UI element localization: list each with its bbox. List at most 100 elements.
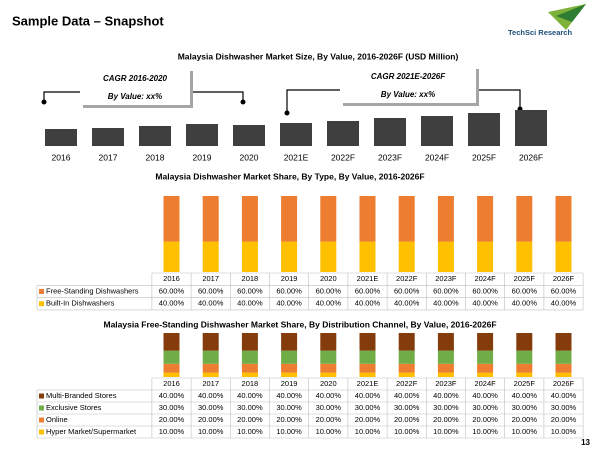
annotation: By Value: xx% [108,92,162,101]
bar-segment [163,241,180,272]
bar [327,121,359,146]
bar-segment [555,363,572,373]
bar-segment [555,241,572,272]
table-cell: 30.00% [512,403,538,412]
table-cell: 40.00% [512,391,538,400]
chart-title: Malaysia Free-Standing Dishwasher Market… [103,319,496,329]
bar-segment [555,372,572,377]
bar [374,118,406,146]
chart-title: Malaysia Dishwasher Market Share, By Typ… [155,171,424,181]
bar-segment [202,241,219,272]
table-header: 2024F [474,379,496,388]
table-cell: 60.00% [159,286,185,295]
table-cell: 30.00% [276,403,302,412]
cagr-box [80,68,190,105]
table-cell: 30.00% [472,403,498,412]
x-tick-label: 2026F [519,152,543,162]
bar-segment [477,196,494,242]
bar-segment [202,196,219,242]
bar-segment [555,196,572,242]
bracket-dot [284,110,290,116]
slide-title: Sample Data – Snapshot [12,13,164,28]
bar-segment [555,350,572,364]
bar-segment [516,350,533,364]
table-cell: 20.00% [512,415,538,424]
bar-segment [437,333,454,351]
chart-title: Malaysia Dishwasher Market Size, By Valu… [178,51,459,61]
bar-segment [281,350,298,364]
bar-segment [437,363,454,373]
table-cell: 30.00% [355,403,381,412]
table-header: 2019 [281,274,298,283]
bar-segment [241,363,258,373]
bar [233,125,265,146]
table-cell: 10.00% [198,427,224,436]
bar-segment [320,350,337,364]
page-number: 13 [581,438,590,447]
bar-segment [241,350,258,364]
bar-segment [516,363,533,373]
table-cell: 40.00% [237,299,263,308]
table-cell: 20.00% [394,415,420,424]
table-header: 2020 [320,274,337,283]
table-header: 2019 [281,379,298,388]
table-header: 2025F [514,274,536,283]
bar-segment [241,372,258,377]
bar-segment [281,372,298,377]
table-cell: 60.00% [316,286,342,295]
bar-segment [241,333,258,351]
bar-segment [163,363,180,373]
legend-swatch [39,429,44,435]
table-header: 2021E [357,379,379,388]
bar-segment [437,241,454,272]
table-cell: 10.00% [237,427,263,436]
bar-segment [241,196,258,242]
bar [139,126,171,146]
table-cell: 40.00% [198,299,224,308]
x-tick-label: 2024F [425,152,449,162]
bar-segment [281,363,298,373]
table-cell: 20.00% [276,415,302,424]
annotation: CAGR 2021E-2026F [371,72,446,81]
table-cell: 40.00% [472,299,498,308]
table-cell: 20.00% [159,415,185,424]
table-cell: 30.00% [198,403,224,412]
bar-segment [202,333,219,351]
table-cell: 40.00% [159,299,185,308]
table-header: 2016 [163,274,180,283]
x-tick-label: 2019 [193,152,212,162]
bar-segment [516,196,533,242]
table-cell: 20.00% [472,415,498,424]
legend-swatch [39,405,44,411]
bar-segment [398,363,415,373]
table-header: 2026F [553,379,575,388]
bar-segment [477,350,494,364]
bar-segment [202,372,219,377]
table-cell: 10.00% [316,427,342,436]
table-cell: 40.00% [316,299,342,308]
table-cell: 10.00% [355,427,381,436]
table-header: 2020 [320,379,337,388]
legend-swatch [39,417,44,423]
legend-label: Free-Standing Dishwashers [46,286,139,295]
x-tick-label: 2021E [284,152,309,162]
bar-segment [398,196,415,242]
bar-segment [555,333,572,351]
bar-segment [477,363,494,373]
legend-swatch [39,393,44,399]
table-cell: 40.00% [394,391,420,400]
bar-segment [281,333,298,351]
bar-segment [202,363,219,373]
bar-segment [320,196,337,242]
legend-swatch [39,288,44,294]
table-cell: 30.00% [394,403,420,412]
legend-label: Online [46,415,68,424]
bar-segment [359,333,376,351]
bar [45,129,77,146]
bar-segment [437,350,454,364]
bar-segment [202,350,219,364]
table-cell: 60.00% [433,286,459,295]
bar-segment [437,196,454,242]
table-cell: 10.00% [394,427,420,436]
